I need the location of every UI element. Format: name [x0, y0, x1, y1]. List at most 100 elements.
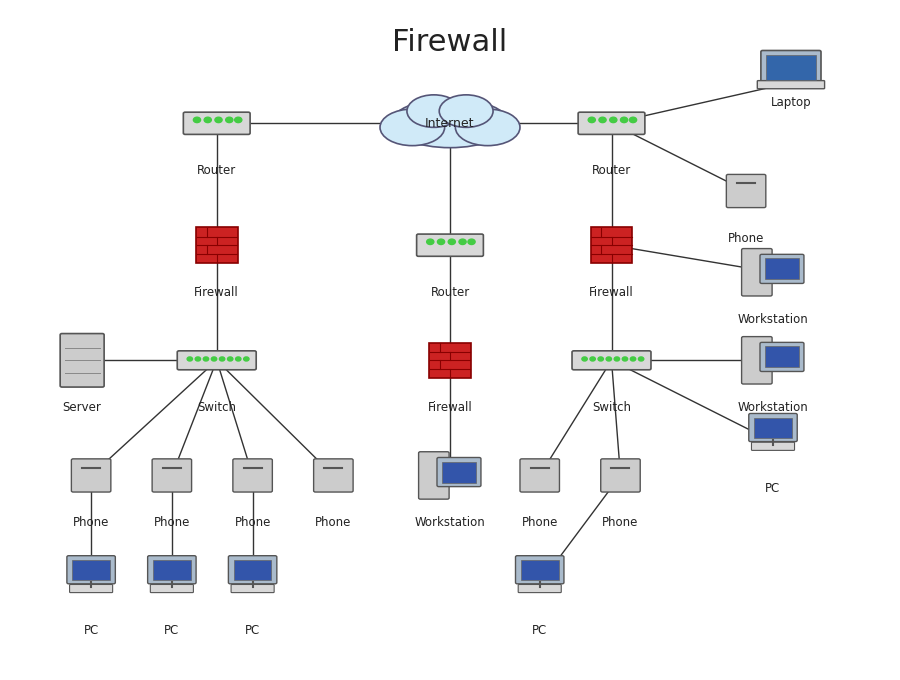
Circle shape [630, 357, 635, 361]
Circle shape [235, 117, 242, 122]
Text: Firewall: Firewall [194, 286, 239, 299]
FancyBboxPatch shape [418, 452, 449, 499]
Text: Phone: Phone [521, 516, 558, 529]
Circle shape [459, 239, 466, 245]
Text: Internet: Internet [425, 117, 475, 130]
Circle shape [187, 357, 193, 361]
Text: Firewall: Firewall [392, 29, 508, 58]
FancyBboxPatch shape [726, 174, 766, 207]
FancyBboxPatch shape [590, 227, 633, 263]
FancyBboxPatch shape [429, 343, 471, 378]
Text: Switch: Switch [197, 401, 236, 414]
Text: Router: Router [430, 286, 470, 299]
Text: Phone: Phone [315, 516, 352, 529]
Circle shape [212, 357, 217, 361]
FancyBboxPatch shape [578, 112, 645, 135]
Text: Laptop: Laptop [770, 96, 811, 109]
FancyBboxPatch shape [153, 560, 191, 580]
FancyBboxPatch shape [766, 54, 815, 80]
FancyBboxPatch shape [757, 81, 824, 89]
Circle shape [589, 117, 596, 122]
FancyBboxPatch shape [150, 585, 194, 592]
FancyBboxPatch shape [749, 413, 797, 441]
FancyBboxPatch shape [152, 459, 192, 492]
Text: Firewall: Firewall [590, 286, 634, 299]
Circle shape [629, 117, 636, 122]
Circle shape [194, 117, 201, 122]
Ellipse shape [455, 109, 520, 146]
Text: Router: Router [197, 164, 237, 177]
Circle shape [203, 357, 209, 361]
FancyBboxPatch shape [754, 418, 792, 437]
Circle shape [448, 239, 455, 245]
FancyBboxPatch shape [518, 585, 562, 592]
FancyBboxPatch shape [417, 234, 483, 256]
FancyBboxPatch shape [60, 334, 104, 387]
Circle shape [236, 357, 241, 361]
FancyBboxPatch shape [72, 560, 110, 580]
Circle shape [226, 117, 233, 122]
Ellipse shape [380, 109, 445, 146]
Ellipse shape [391, 99, 509, 148]
Text: PC: PC [164, 624, 179, 637]
FancyBboxPatch shape [742, 249, 772, 296]
Text: PC: PC [765, 482, 780, 495]
Text: Phone: Phone [728, 232, 764, 245]
Ellipse shape [439, 95, 493, 127]
FancyBboxPatch shape [742, 337, 772, 384]
Circle shape [590, 357, 596, 361]
Circle shape [638, 357, 644, 361]
FancyBboxPatch shape [752, 442, 795, 450]
FancyBboxPatch shape [184, 112, 250, 135]
FancyBboxPatch shape [521, 560, 559, 580]
FancyBboxPatch shape [516, 556, 564, 584]
Circle shape [598, 357, 603, 361]
FancyBboxPatch shape [229, 556, 277, 584]
Circle shape [622, 357, 627, 361]
FancyBboxPatch shape [572, 351, 651, 370]
Text: Workstation: Workstation [738, 313, 808, 326]
Text: Firewall: Firewall [428, 401, 473, 414]
FancyBboxPatch shape [67, 556, 115, 584]
FancyBboxPatch shape [148, 556, 196, 584]
FancyBboxPatch shape [71, 459, 111, 492]
FancyBboxPatch shape [231, 585, 274, 592]
Circle shape [437, 239, 445, 245]
FancyBboxPatch shape [313, 459, 353, 492]
Circle shape [215, 117, 222, 122]
Circle shape [204, 117, 212, 122]
Circle shape [244, 357, 249, 361]
FancyBboxPatch shape [760, 342, 804, 371]
Ellipse shape [407, 95, 461, 127]
Text: Phone: Phone [73, 516, 109, 529]
FancyBboxPatch shape [69, 585, 112, 592]
Text: Router: Router [592, 164, 631, 177]
Text: Server: Server [63, 401, 102, 414]
FancyBboxPatch shape [600, 459, 640, 492]
Text: PC: PC [84, 624, 99, 637]
Circle shape [220, 357, 225, 361]
Circle shape [598, 117, 606, 122]
Circle shape [614, 357, 619, 361]
FancyBboxPatch shape [765, 258, 798, 279]
FancyBboxPatch shape [437, 458, 481, 487]
Text: PC: PC [245, 624, 260, 637]
FancyBboxPatch shape [765, 346, 798, 367]
FancyBboxPatch shape [233, 459, 273, 492]
Text: Phone: Phone [602, 516, 639, 529]
Circle shape [609, 117, 617, 122]
Circle shape [427, 239, 434, 245]
FancyBboxPatch shape [234, 560, 272, 580]
FancyBboxPatch shape [760, 50, 821, 84]
Text: Phone: Phone [234, 516, 271, 529]
Circle shape [195, 357, 201, 361]
Text: Workstation: Workstation [415, 516, 485, 529]
Circle shape [228, 357, 233, 361]
Text: Switch: Switch [592, 401, 631, 414]
Circle shape [606, 357, 611, 361]
FancyBboxPatch shape [760, 254, 804, 284]
Text: Phone: Phone [154, 516, 190, 529]
Circle shape [468, 239, 475, 245]
Text: PC: PC [532, 624, 547, 637]
FancyBboxPatch shape [177, 351, 256, 370]
